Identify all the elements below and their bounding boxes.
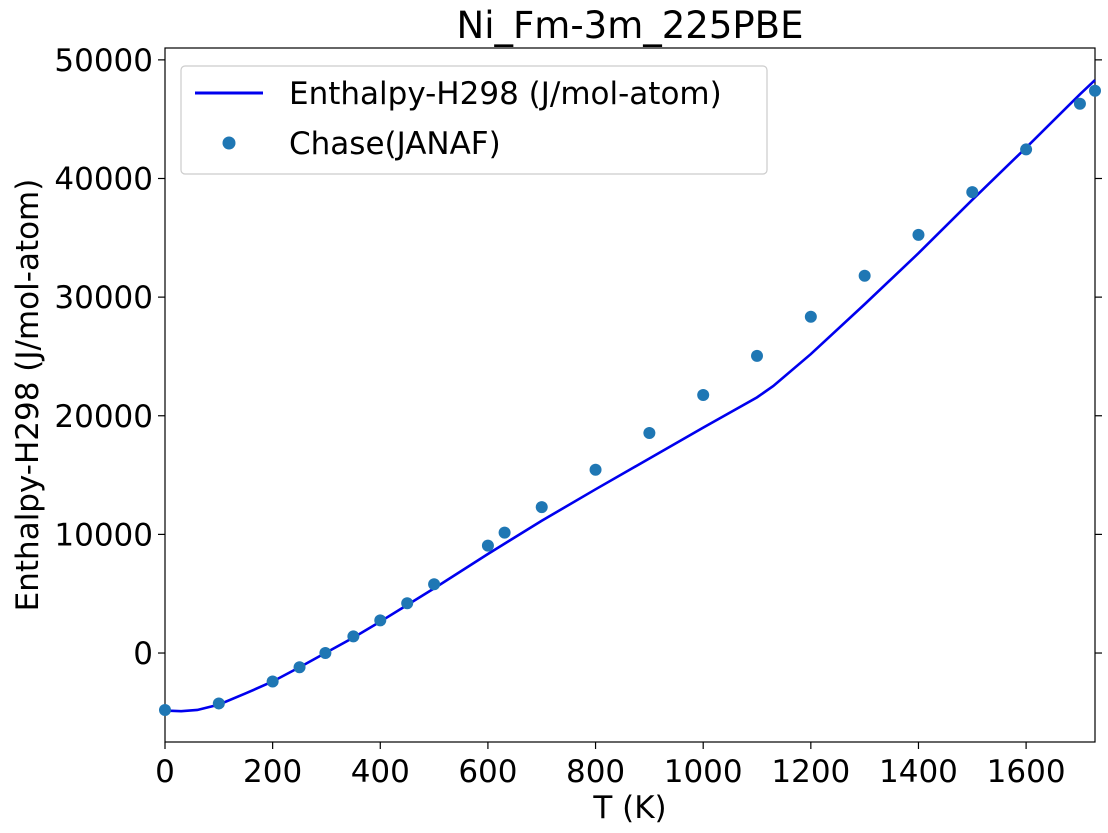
y-tick-label: 20000 [54,399,153,435]
data-point-janaf [697,389,710,401]
data-point-janaf [401,597,414,610]
x-tick-label: 400 [351,754,410,790]
y-axis-label: Enthalpy-H298 (J/mol-atom) [10,179,46,612]
axis-ticks: 0 200 400 600 800 1000 1200 1400 1600 0 10000 20000… [54,43,1102,790]
data-point-janaf [912,228,925,241]
x-tick-label: 200 [243,754,302,790]
data-point-janaf [293,661,306,674]
data-point-janaf [266,675,279,688]
chart-title: Ni_Fm-3m_225PBE [457,4,804,47]
y-tick-label: 40000 [54,161,153,197]
y-tick-label: 50000 [54,43,153,79]
x-tick-label: 600 [458,754,517,790]
y-tick-label: 10000 [54,517,153,553]
y-tick-label: 0 [133,636,153,672]
data-point-janaf [966,186,979,199]
plot-frame [164,47,1096,743]
data-point-janaf [535,501,548,514]
data-point-janaf [498,526,511,539]
plot-area [159,79,1101,716]
data-point-janaf [643,426,656,439]
legend-label-scatter: Chase(JANAF) [289,126,501,162]
y-tick-label: 30000 [54,280,153,316]
data-point-janaf [1073,97,1086,110]
data-point-janaf [159,703,171,716]
series-line-enthalpy [164,79,1096,713]
legend-dot-swatch [222,136,236,150]
legend: Enthalpy-H298 (J/mol-atom) Chase(JANAF) [180,65,768,175]
data-point-janaf [481,539,494,552]
x-tick-label: 1000 [664,754,743,790]
data-point-janaf [804,310,817,323]
x-tick-label: 1600 [987,754,1066,790]
data-point-janaf [1089,84,1101,97]
data-point-janaf [858,269,871,282]
x-tick-label: 800 [566,754,625,790]
legend-box [180,65,768,175]
data-point-janaf [1020,143,1033,156]
x-tick-label: 1200 [771,754,850,790]
data-point-janaf [374,614,387,627]
data-point-janaf [751,349,764,362]
x-axis-label: T (K) [592,790,666,826]
legend-label-line: Enthalpy-H298 (J/mol-atom) [289,76,722,112]
x-tick-label: 1400 [879,754,958,790]
data-point-janaf [347,630,360,643]
data-point-janaf [428,578,441,591]
x-tick-label: 0 [155,754,175,790]
data-point-janaf [319,647,332,660]
data-point-janaf [212,697,225,710]
data-point-janaf [589,463,602,476]
